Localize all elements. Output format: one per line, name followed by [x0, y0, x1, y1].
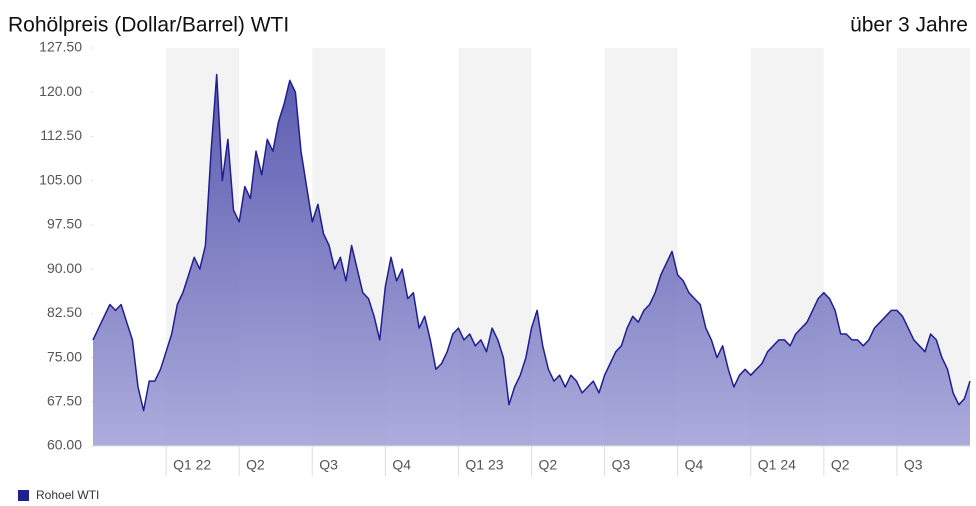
legend-swatch	[18, 490, 29, 501]
y-tick-label: 120.00	[39, 83, 82, 99]
y-tick-label: 97.50	[47, 216, 82, 232]
x-tick-label: Q1 22	[173, 457, 211, 473]
chart-title: Rohölpreis (Dollar/Barrel) WTI	[8, 14, 289, 37]
x-tick-label: Q4	[392, 457, 411, 473]
line	[92, 73, 971, 412]
x-tick-label: Q3	[612, 457, 631, 473]
y-tick-label: 60.00	[47, 437, 82, 453]
x-tick-label: Q2	[831, 457, 850, 473]
area	[93, 74, 970, 446]
chart-subtitle: über 3 Jahre	[850, 14, 968, 37]
x-tick-label: Q2	[539, 457, 558, 473]
y-tick-label: 90.00	[47, 260, 82, 276]
y-tick-label: 67.50	[47, 392, 82, 408]
legend-label: Rohoel WTI	[36, 488, 99, 502]
x-tick-label: Q4	[685, 457, 704, 473]
y-tick-label: 82.50	[47, 304, 82, 320]
x-tick-label: Q1 23	[465, 457, 503, 473]
x-tick-label: Q1 24	[758, 457, 796, 473]
x-tick-label: Q3	[904, 457, 923, 473]
y-tick-label: 75.00	[47, 348, 82, 364]
y-tick-label: 105.00	[39, 171, 82, 187]
x-tick-label: Q2	[246, 457, 265, 473]
x-tick-label: Q3	[319, 457, 338, 473]
y-tick-label: 112.50	[40, 127, 82, 143]
y-tick-label: 127.50	[39, 39, 82, 55]
